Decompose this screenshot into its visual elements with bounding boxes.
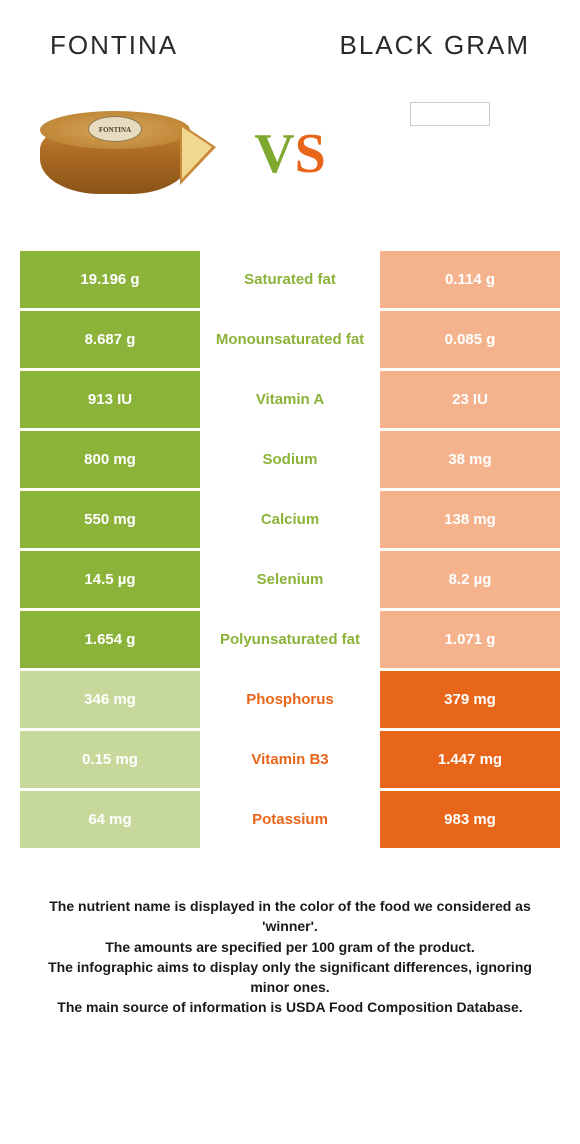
footer-notes: The nutrient name is displayed in the co…	[0, 851, 580, 1018]
table-row: 550 mgCalcium138 mg	[20, 491, 560, 551]
nutrient-label: Phosphorus	[200, 671, 380, 728]
left-value: 19.196 g	[20, 251, 200, 308]
table-row: 913 IUVitamin A23 IU	[20, 371, 560, 431]
footer-line-4: The main source of information is USDA F…	[30, 997, 550, 1017]
left-value: 64 mg	[20, 791, 200, 848]
right-value: 1.071 g	[380, 611, 560, 668]
nutrient-label: Calcium	[200, 491, 380, 548]
nutrient-label: Selenium	[200, 551, 380, 608]
left-value: 0.15 mg	[20, 731, 200, 788]
table-row: 800 mgSodium38 mg	[20, 431, 560, 491]
cheese-illustration: FONTINA	[40, 99, 220, 209]
vs-text: VS	[254, 122, 326, 186]
nutrient-label: Potassium	[200, 791, 380, 848]
left-value: 913 IU	[20, 371, 200, 428]
placeholder-box	[410, 102, 490, 126]
nutrient-label: Vitamin B3	[200, 731, 380, 788]
table-row: 8.687 gMonounsaturated fat0.085 g	[20, 311, 560, 371]
vs-v-letter: V	[254, 123, 294, 185]
left-food-image: FONTINA	[30, 79, 230, 229]
right-value: 138 mg	[380, 491, 560, 548]
nutrient-label: Monounsaturated fat	[200, 311, 380, 368]
left-value: 8.687 g	[20, 311, 200, 368]
right-value: 983 mg	[380, 791, 560, 848]
table-row: 19.196 gSaturated fat0.114 g	[20, 251, 560, 311]
right-value: 1.447 mg	[380, 731, 560, 788]
left-value: 800 mg	[20, 431, 200, 488]
nutrient-label: Vitamin A	[200, 371, 380, 428]
table-row: 1.654 gPolyunsaturated fat1.071 g	[20, 611, 560, 671]
left-value: 14.5 µg	[20, 551, 200, 608]
nutrient-label: Sodium	[200, 431, 380, 488]
table-row: 0.15 mgVitamin B31.447 mg	[20, 731, 560, 791]
footer-line-2: The amounts are specified per 100 gram o…	[30, 937, 550, 957]
right-value: 8.2 µg	[380, 551, 560, 608]
right-food-title: Black gram	[340, 30, 531, 61]
left-value: 1.654 g	[20, 611, 200, 668]
right-value: 0.114 g	[380, 251, 560, 308]
right-value: 379 mg	[380, 671, 560, 728]
right-value: 23 IU	[380, 371, 560, 428]
nutrient-label: Polyunsaturated fat	[200, 611, 380, 668]
footer-line-1: The nutrient name is displayed in the co…	[30, 896, 550, 937]
cheese-label-text: FONTINA	[88, 116, 142, 142]
images-row: FONTINA VS	[0, 71, 580, 251]
nutrient-label: Saturated fat	[200, 251, 380, 308]
table-row: 14.5 µgSelenium8.2 µg	[20, 551, 560, 611]
vs-s-letter: S	[295, 123, 326, 185]
table-row: 64 mgPotassium983 mg	[20, 791, 560, 851]
comparison-table: 19.196 gSaturated fat0.114 g8.687 gMonou…	[20, 251, 560, 851]
table-row: 346 mgPhosphorus379 mg	[20, 671, 560, 731]
right-food-image	[350, 79, 550, 229]
left-value: 346 mg	[20, 671, 200, 728]
header: Fontina Black gram	[0, 0, 580, 71]
right-value: 38 mg	[380, 431, 560, 488]
left-food-title: Fontina	[50, 30, 178, 61]
left-value: 550 mg	[20, 491, 200, 548]
right-value: 0.085 g	[380, 311, 560, 368]
footer-line-3: The infographic aims to display only the…	[30, 957, 550, 998]
